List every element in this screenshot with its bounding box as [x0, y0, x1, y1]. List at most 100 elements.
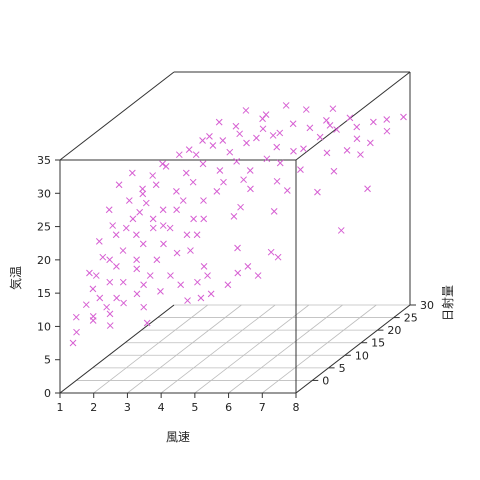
data-point	[263, 155, 271, 163]
z-tick-label: 30	[37, 187, 51, 200]
data-point	[86, 269, 93, 277]
x-axis-title: 風速	[166, 430, 190, 444]
data-point	[109, 222, 117, 229]
data-point	[73, 328, 80, 336]
data-point	[290, 147, 297, 155]
data-point	[243, 139, 250, 147]
data-point	[119, 247, 127, 254]
data-point	[343, 147, 351, 154]
data-point	[323, 117, 330, 124]
data-point	[113, 294, 120, 302]
data-point	[364, 185, 371, 193]
data-point	[232, 122, 240, 130]
data-point	[253, 134, 260, 142]
data-point	[276, 129, 284, 137]
floor-grid-line	[262, 304, 377, 394]
data-point	[190, 215, 197, 223]
data-point	[173, 249, 181, 257]
y-tick-label: 5	[339, 362, 346, 375]
z-tick-label: 25	[37, 221, 51, 234]
data-point	[136, 208, 144, 216]
data-point	[323, 149, 331, 157]
data-point	[207, 290, 215, 298]
z-tick-label: 5	[44, 354, 51, 367]
box-edge	[59, 71, 175, 161]
data-point	[140, 281, 147, 289]
data-point	[139, 185, 146, 193]
y-tick-label: 25	[404, 312, 418, 325]
grid-lines	[59, 304, 411, 394]
data-point	[175, 151, 183, 159]
data-point	[240, 176, 247, 184]
data-point	[157, 288, 164, 295]
data-point	[139, 240, 147, 248]
data-point	[216, 167, 224, 174]
y-axis-title: 日射量	[440, 285, 455, 321]
data-point	[112, 231, 120, 239]
data-point	[149, 224, 157, 232]
data-point	[244, 263, 252, 270]
data-point	[182, 169, 190, 177]
y-tick-label: 20	[387, 324, 401, 337]
data-point	[177, 281, 185, 289]
data-point	[92, 272, 100, 279]
data-point	[89, 285, 97, 293]
box-edge	[295, 304, 411, 394]
data-point	[153, 256, 161, 264]
x-tick-label: 3	[124, 401, 131, 414]
data-point	[226, 148, 234, 156]
data-point	[149, 215, 157, 223]
data-point	[89, 313, 97, 320]
data-point	[72, 313, 80, 321]
data-point	[300, 145, 307, 153]
data-point	[220, 178, 227, 186]
data-point	[179, 197, 187, 204]
data-point	[353, 135, 361, 143]
data-point	[224, 281, 232, 289]
floor-grid-line	[228, 304, 343, 394]
data-point	[105, 206, 113, 214]
data-point	[106, 256, 114, 264]
y-tick-label: 15	[371, 337, 385, 350]
plot-box	[59, 71, 411, 394]
data-point	[230, 213, 238, 220]
data-point	[353, 123, 361, 131]
data-point	[199, 137, 206, 144]
data-point	[187, 247, 194, 254]
data-point	[200, 263, 208, 270]
data-point	[95, 238, 103, 245]
data-point	[149, 172, 157, 179]
data-point	[366, 139, 374, 147]
data-point	[173, 206, 180, 214]
data-point	[162, 163, 170, 170]
data-point	[276, 159, 284, 167]
data-point	[302, 106, 310, 113]
data-point	[167, 272, 174, 279]
data-point	[159, 206, 167, 214]
data-point	[289, 120, 297, 128]
data-point	[314, 188, 321, 196]
data-point	[166, 224, 174, 232]
data-point	[337, 227, 345, 234]
data-point	[106, 310, 114, 318]
data-point	[247, 185, 254, 193]
floor-grid-line	[127, 304, 242, 394]
data-point	[269, 132, 277, 139]
data-point	[273, 143, 281, 151]
data-point	[330, 167, 338, 175]
data-points	[69, 102, 407, 347]
data-point	[159, 160, 166, 168]
x-tick-label: 1	[57, 401, 64, 414]
data-point	[237, 203, 244, 211]
data-point	[206, 132, 213, 140]
data-point	[219, 137, 227, 144]
z-tick-label: 35	[37, 154, 51, 167]
data-point	[370, 118, 377, 126]
data-point	[129, 215, 137, 223]
data-point	[96, 294, 104, 302]
data-point	[99, 253, 107, 261]
data-point	[125, 197, 133, 204]
box-edge	[59, 304, 175, 394]
